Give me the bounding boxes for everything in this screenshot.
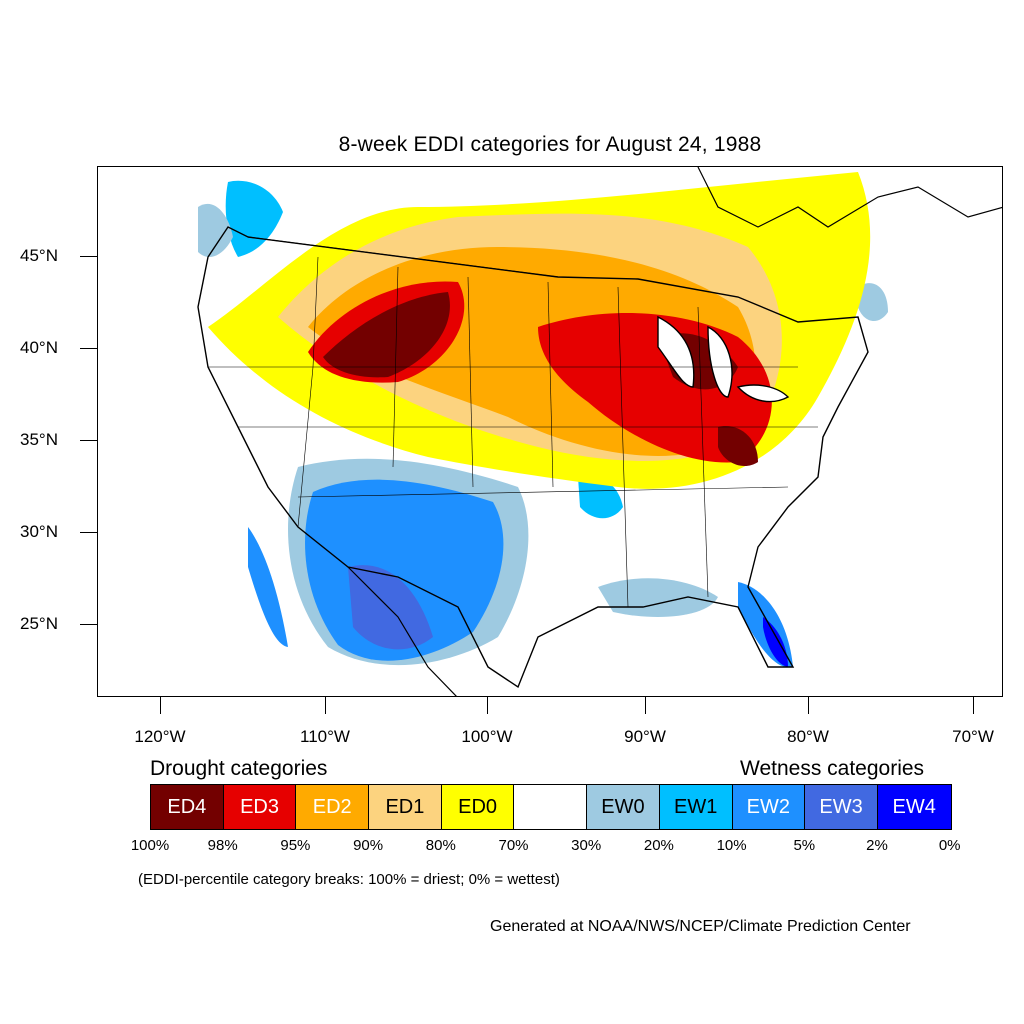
break-label: 10% — [716, 837, 747, 854]
break-label: 90% — [353, 837, 384, 854]
lat-label-35n: 35°N — [20, 430, 58, 449]
break-label: 20% — [643, 837, 674, 854]
legend-box-ed1: ED1 — [369, 785, 442, 829]
lon-tick — [808, 697, 809, 714]
map-title: 8-week EDDI categories for August 24, 19… — [338, 133, 762, 156]
drought-categories-heading: Drought categories — [150, 757, 328, 780]
lon-label-120w: 120°W — [134, 727, 186, 746]
drought-region-ed4-west — [323, 292, 450, 378]
wet-region-gulf — [598, 578, 718, 617]
lon-label-70w: 70°W — [952, 727, 994, 746]
legend-box-ed0: ED0 — [441, 785, 515, 829]
boundaries — [197, 167, 1002, 696]
great-lakes — [657, 315, 790, 403]
canada-coast — [697, 167, 1002, 228]
lat-label-45n: 45°N — [20, 246, 58, 265]
lat-label-25n: 25°N — [20, 614, 58, 633]
legend-box-ew1: EW1 — [659, 785, 733, 829]
lon-label-100w: 100°W — [461, 727, 513, 746]
wet-region-southwest-strong — [348, 565, 433, 650]
eddi-map — [97, 166, 1003, 697]
wet-region-mississippi — [578, 475, 623, 519]
canada-border — [247, 236, 559, 278]
lon-label-110w: 110°W — [300, 727, 350, 746]
lat-label-30n: 30°N — [20, 522, 58, 541]
break-label: 100% — [130, 837, 170, 854]
legend-box-ew0: EW0 — [587, 785, 660, 829]
lon-label-90w: 90°W — [624, 727, 666, 746]
mexico-coast — [347, 566, 457, 696]
drought-regions — [208, 172, 871, 489]
break-label: 98% — [207, 837, 238, 854]
lon-tick — [487, 697, 488, 714]
state-borders — [208, 256, 818, 608]
lon-tick — [160, 697, 161, 714]
lat-tick — [80, 348, 97, 349]
lat-tick — [80, 532, 97, 533]
wet-region-new-england — [858, 283, 888, 322]
break-label: 2% — [866, 837, 888, 854]
wet-region-pacific-nw-light — [198, 203, 233, 257]
wetness-categories-heading: Wetness categories — [740, 757, 925, 780]
wet-region-florida-strong — [763, 617, 788, 667]
lon-tick — [973, 697, 974, 714]
break-label: 80% — [425, 837, 456, 854]
lon-tick — [645, 697, 646, 714]
category-break-note: (EDDI-percentile category breaks: 100% =… — [138, 871, 560, 888]
break-label: 30% — [571, 837, 602, 854]
break-label: 0% — [938, 837, 961, 854]
legend-box-ed4: ED4 — [151, 785, 224, 829]
lat-tick — [80, 256, 97, 257]
break-label: 95% — [280, 837, 311, 854]
legend-box-ed3: ED3 — [223, 785, 297, 829]
break-label: 5% — [793, 837, 816, 854]
us-outline — [197, 226, 869, 689]
lat-tick — [80, 440, 97, 441]
credit-line: Generated at NOAA/NWS/NCEP/Climate Predi… — [490, 918, 911, 935]
lat-tick — [80, 624, 97, 625]
drought-region-ed4-ohio — [718, 426, 758, 467]
legend-box-ed2: ED2 — [296, 785, 370, 829]
wet-region-pacific-nw — [225, 180, 283, 257]
legend-box-ew2: EW2 — [732, 785, 806, 829]
break-label: 70% — [498, 837, 529, 854]
lon-label-80w: 80°W — [787, 727, 829, 746]
wet-region-baja — [248, 527, 288, 647]
legend-box-ew4: EW4 — [877, 785, 951, 829]
category-legend: ED4 ED3 ED2 ED1 ED0 EW0 EW1 EW2 EW3 EW4 — [150, 784, 952, 830]
lat-label-40n: 40°N — [20, 338, 58, 357]
lon-tick — [325, 697, 326, 714]
map-canvas — [197, 167, 1002, 696]
legend-box-neutral — [514, 785, 588, 829]
legend-box-ew3: EW3 — [805, 785, 878, 829]
wetness-regions — [198, 180, 888, 668]
